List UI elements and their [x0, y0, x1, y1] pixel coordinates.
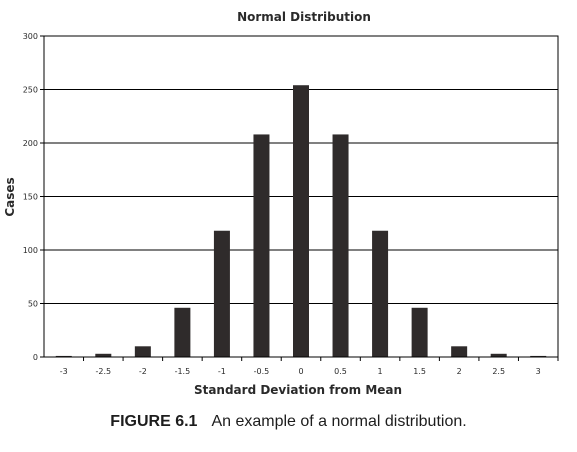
bar--2.5 [95, 353, 112, 357]
y-tick-label: 200 [23, 139, 38, 148]
x-tick-label: -1.5 [175, 367, 191, 376]
y-tick-label: 100 [23, 246, 38, 255]
x-tick-label: -3 [60, 367, 68, 376]
bar--0.5 [253, 134, 270, 357]
bar--3 [55, 355, 72, 357]
bars [55, 85, 547, 357]
x-tick-label: -2 [139, 367, 147, 376]
figure-caption: FIGURE 6.1 An example of a normal distrib… [0, 413, 577, 431]
y-tick-label: 50 [28, 300, 38, 309]
bar--1 [213, 230, 230, 357]
x-tick-label: 1.5 [413, 367, 426, 376]
y-axis-label: Cases [3, 177, 17, 216]
bar-1.5 [411, 307, 428, 357]
bar-0 [293, 85, 309, 357]
y-tick-label: 300 [23, 32, 38, 41]
chart-title: Normal Distribution [237, 10, 371, 24]
y-tick-label: 0 [33, 353, 38, 362]
bar-3 [530, 355, 547, 357]
y-tick-label: 250 [23, 86, 38, 95]
bar-0.5 [332, 134, 349, 357]
y-tick-label: 150 [23, 193, 38, 202]
bar--2 [134, 346, 151, 357]
x-axis-label: Standard Deviation from Mean [194, 383, 402, 397]
x-tick-label: 0.5 [334, 367, 347, 376]
bar--1.5 [174, 307, 191, 357]
bar-1 [372, 230, 389, 357]
x-tick-label: 3 [536, 367, 541, 376]
x-tick-label: -2.5 [96, 367, 112, 376]
bar-2.5 [490, 353, 507, 357]
axes: 0 50 100 150 200 250 300 -3 -2.5 -2 -1.5 -1 -0.5 0 0.5… [23, 32, 559, 376]
x-tick-label: -1 [218, 367, 226, 376]
x-tick-label: -0.5 [254, 367, 270, 376]
figure-caption-text: An example of a normal distribution. [211, 413, 467, 430]
x-tick-label: 1 [378, 367, 383, 376]
x-tick-label: 2 [457, 367, 462, 376]
bar-2 [451, 346, 468, 357]
x-tick-label: 2.5 [492, 367, 505, 376]
figure-number: FIGURE 6.1 [110, 413, 198, 430]
x-tick-label: 0 [298, 367, 303, 376]
plot-frame [43, 35, 559, 358]
